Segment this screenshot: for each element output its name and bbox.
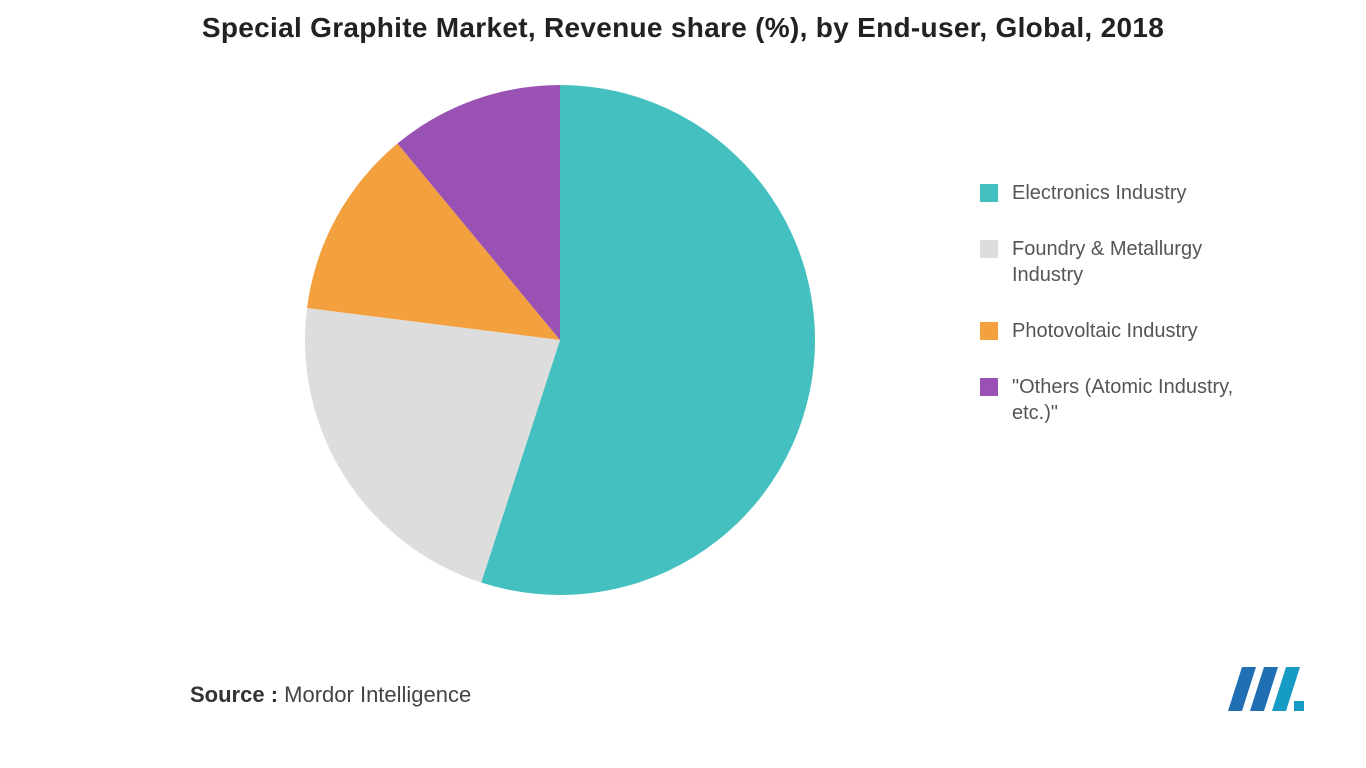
legend-item: Foundry & Metallurgy Industry bbox=[980, 236, 1260, 288]
brand-logo bbox=[1226, 665, 1306, 713]
source-label: Source : bbox=[190, 682, 278, 707]
legend-item: "Others (Atomic Industry, etc.)" bbox=[980, 374, 1260, 426]
pie-chart bbox=[300, 80, 820, 600]
legend: Electronics Industry Foundry & Metallurgy… bbox=[980, 180, 1260, 456]
legend-label: "Others (Atomic Industry, etc.)" bbox=[1012, 374, 1260, 426]
legend-swatch bbox=[980, 378, 998, 396]
legend-swatch bbox=[980, 240, 998, 258]
legend-label: Photovoltaic Industry bbox=[1012, 318, 1260, 344]
chart-canvas: Special Graphite Market, Revenue share (… bbox=[0, 0, 1366, 768]
source-value: Mordor Intelligence bbox=[284, 682, 471, 707]
legend-swatch bbox=[980, 184, 998, 202]
legend-item: Electronics Industry bbox=[980, 180, 1260, 206]
source-line: Source : Mordor Intelligence bbox=[190, 682, 471, 708]
legend-label: Foundry & Metallurgy Industry bbox=[1012, 236, 1260, 288]
legend-label: Electronics Industry bbox=[1012, 180, 1260, 206]
chart-title: Special Graphite Market, Revenue share (… bbox=[0, 12, 1366, 44]
legend-swatch bbox=[980, 322, 998, 340]
legend-item: Photovoltaic Industry bbox=[980, 318, 1260, 344]
